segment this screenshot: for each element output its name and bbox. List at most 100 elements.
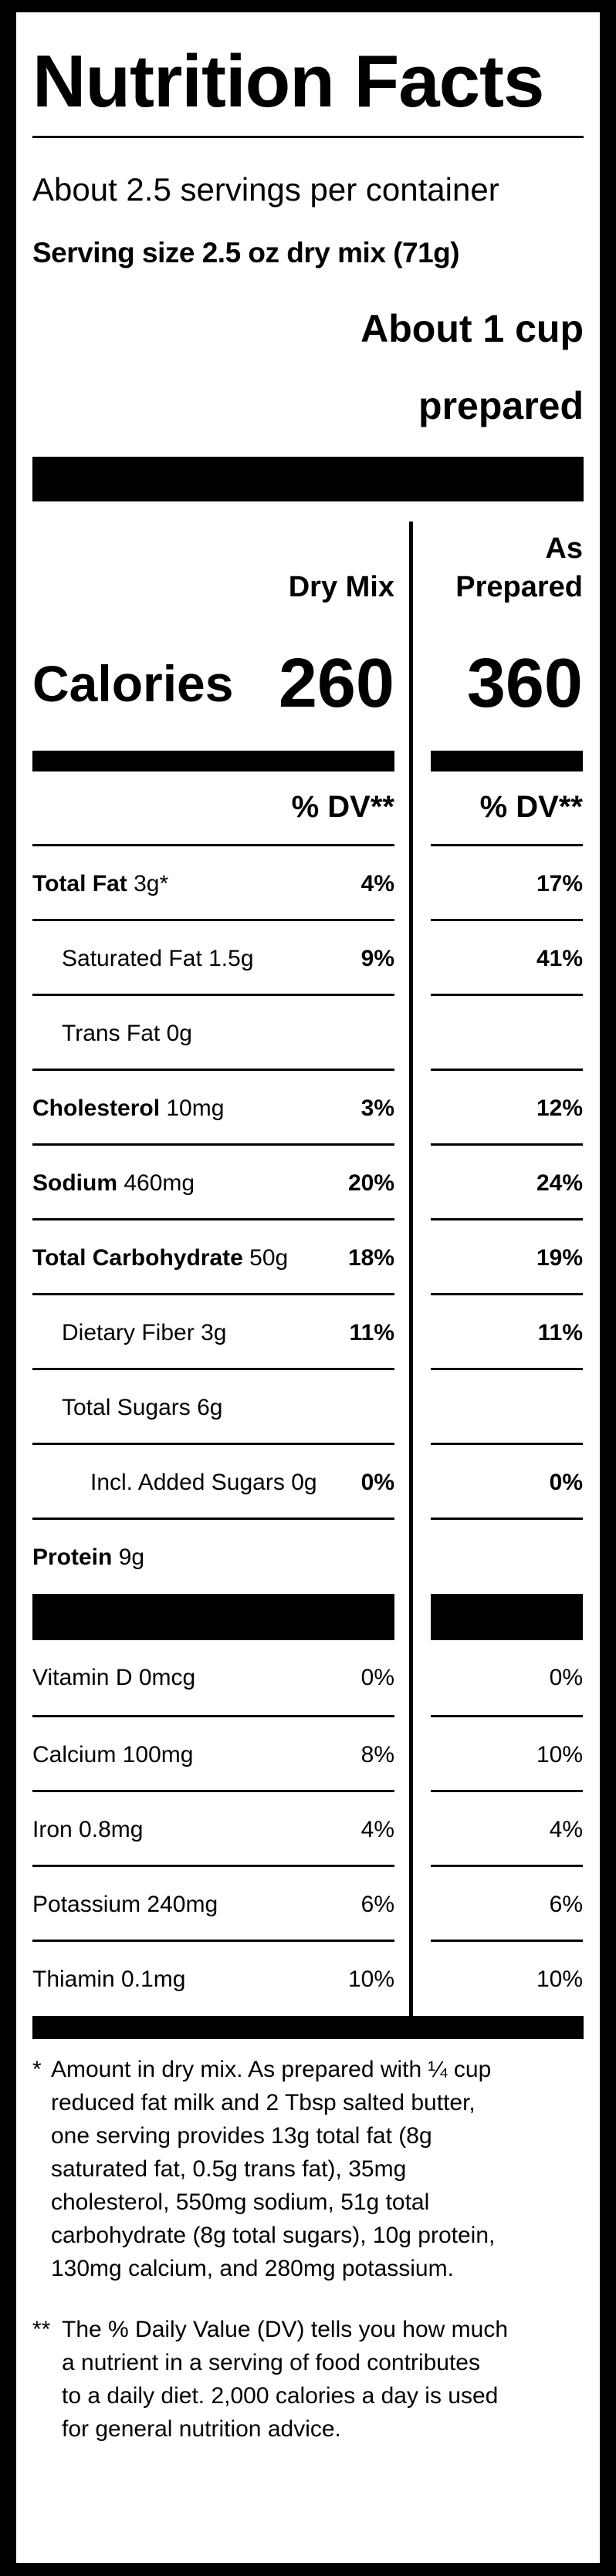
nutrient-label: Total Sugars 6g xyxy=(62,1370,222,1445)
vitamin-label: Thiamin 0.1mg xyxy=(32,1942,185,2017)
footnote-text: Amount in dry mix. As prepared with ¼ cu… xyxy=(51,2053,584,2285)
nutrient-label: Protein 9g xyxy=(32,1520,144,1595)
vitamin-row-prepared: 10% xyxy=(431,1940,583,2014)
nutrient-name: Trans Fat xyxy=(62,1021,161,1046)
prepared-line-1: About 1 cup xyxy=(360,307,584,350)
nutrient-amount: 460mg xyxy=(124,1170,195,1196)
footnote-line: saturated fat, 0.5g trans fat), 35mg xyxy=(51,2156,407,2182)
vitamin-label: Vitamin D 0mcg xyxy=(32,1640,195,1715)
dv-dry-mix: 20% xyxy=(347,1170,394,1196)
nutrient-row-protein: Protein 9g xyxy=(32,1518,394,1592)
dv-dry-mix: 6% xyxy=(360,1892,394,1917)
prepared-label: Prepared xyxy=(455,571,583,603)
nutrient-label: Trans Fat 0g xyxy=(62,996,192,1071)
vitamin-bar-right xyxy=(431,1594,583,1640)
footnote-line: one serving provides 13g total fat (8g xyxy=(51,2123,432,2149)
vitamin-row-thiamin: Thiamin 0.1mg 10% xyxy=(32,1940,394,2014)
calories-label: Calories xyxy=(32,626,233,741)
divider xyxy=(32,136,584,138)
serving-size-prepared: About 1 cup xyxy=(360,298,584,360)
nutrient-amount: 50g xyxy=(249,1245,289,1271)
dv-dry-mix: 11% xyxy=(349,1320,394,1345)
nutrient-row-prepared: 17% xyxy=(431,844,583,919)
calories-prepared-value: 360 xyxy=(466,645,583,722)
calories-text: Calories xyxy=(32,655,234,712)
dv-as-prepared: 12% xyxy=(536,1096,583,1121)
nutrient-row-prepared xyxy=(431,1518,583,1592)
dv-as-prepared: 41% xyxy=(536,946,583,971)
footnote-line: to a daily diet. 2,000 calories a day is… xyxy=(62,2383,499,2409)
footnotes: * Amount in dry mix. As prepared with ¼ c… xyxy=(32,2053,584,2473)
footnote-marker: ** xyxy=(32,2317,51,2342)
dv-dry-mix: 18% xyxy=(347,1245,394,1271)
dv-dry-mix: 3% xyxy=(360,1096,394,1121)
nutrient-row-prepared: 41% xyxy=(431,919,583,994)
dv-header-text: % DV** xyxy=(291,790,394,824)
calories-dry-mix: 260 xyxy=(271,626,394,741)
footnote-line: 130mg calcium, and 280mg potassium. xyxy=(51,2256,454,2281)
nutrient-row-cholesterol: Cholesterol 10mg 3% xyxy=(32,1069,394,1143)
vitamin-row-calcium: Calcium 100mg 8% xyxy=(32,1715,394,1790)
vitamin-amount: 0.1mg xyxy=(121,1967,186,1992)
vitamin-amount: 100mg xyxy=(122,1742,194,1767)
nutrient-label: Sodium 460mg xyxy=(32,1146,195,1220)
nutrient-row-sodium: Sodium 460mg 20% xyxy=(32,1143,394,1218)
dv-dry-mix: 0% xyxy=(360,1665,394,1690)
column-header-prepared: Prepared xyxy=(431,568,583,606)
dv-as-prepared: 0% xyxy=(549,1470,583,1495)
footnote-marker: * xyxy=(32,2057,42,2082)
thick-bar xyxy=(32,457,584,501)
nutrient-name: Total Fat xyxy=(32,871,127,896)
nutrient-row-prepared: 19% xyxy=(431,1218,583,1293)
nutrient-label: Saturated Fat 1.5g xyxy=(62,921,254,996)
vitamin-name: Iron xyxy=(32,1817,73,1842)
footnote-line: for general nutrition advice. xyxy=(62,2416,341,2442)
nutrient-row-prepared: 12% xyxy=(431,1069,583,1143)
nutrient-row-prepared: 24% xyxy=(431,1143,583,1218)
nutrient-label: Incl. Added Sugars 0g xyxy=(90,1445,317,1520)
nutrient-name: Saturated Fat xyxy=(62,946,202,971)
dv-header-prepared: % DV** xyxy=(431,785,583,829)
column-divider xyxy=(409,522,413,2030)
vitamin-name: Thiamin xyxy=(32,1967,115,1992)
nutrient-name: Total Sugars xyxy=(62,1395,191,1420)
dv-dry-mix: 4% xyxy=(360,871,394,896)
vitamin-name: Vitamin D xyxy=(32,1665,133,1690)
vitamin-row-potassium: Potassium 240mg 6% xyxy=(32,1865,394,1940)
footnote-line: The % Daily Value (DV) tells you how muc… xyxy=(62,2317,508,2342)
dv-dry-mix: 9% xyxy=(360,946,394,971)
dv-as-prepared: 0% xyxy=(549,1665,583,1690)
nutrient-name: Protein xyxy=(32,1545,113,1570)
nutrient-row-dietary-fiber: Dietary Fiber 3g 11% xyxy=(32,1293,394,1368)
dv-as-prepared: 10% xyxy=(536,1742,583,1767)
dv-dry-mix: 4% xyxy=(360,1817,394,1842)
dv-header-dry: % DV** xyxy=(32,785,394,829)
dv-dry-mix: 0% xyxy=(360,1470,394,1495)
vitamin-name: Calcium xyxy=(32,1742,117,1767)
serving-size: Serving size 2.5 oz dry mix (71g) xyxy=(32,222,460,284)
dv-as-prepared: 17% xyxy=(536,871,583,896)
dv-as-prepared: 4% xyxy=(549,1817,583,1842)
vitamin-label: Potassium 240mg xyxy=(32,1867,218,1942)
vitamin-bar-left xyxy=(32,1594,394,1640)
title-text: Nutrition Facts xyxy=(32,40,544,123)
nutrient-row-prepared: 11% xyxy=(431,1293,583,1368)
nutrient-label: Cholesterol 10mg xyxy=(32,1071,224,1146)
dv-as-prepared: 24% xyxy=(536,1170,583,1196)
nutrient-name: Incl. Added Sugars xyxy=(90,1470,285,1495)
calories-bar-right xyxy=(431,751,583,771)
dry-mix-label: Dry Mix xyxy=(288,571,394,603)
dv-header-text: % DV** xyxy=(479,790,583,824)
nutrient-row-saturated-fat: Saturated Fat 1.5g 9% xyxy=(32,919,394,994)
nutrient-label: Total Fat 3g* xyxy=(32,846,168,921)
vitamin-amount: 0mcg xyxy=(138,1665,196,1690)
vitamin-amount: 0.8mg xyxy=(79,1817,144,1842)
footnote-line: cholesterol, 550mg sodium, 51g total xyxy=(51,2189,430,2215)
vitamin-name: Potassium xyxy=(32,1892,141,1917)
serving-size-text: Serving size 2.5 oz dry mix (71g) xyxy=(32,237,460,268)
footnote-line: carbohydrate (8g total sugars), 10g prot… xyxy=(51,2223,496,2248)
label-title: Nutrition Facts xyxy=(32,28,544,136)
calories-bar-left xyxy=(32,751,394,771)
vitamin-label: Calcium 100mg xyxy=(32,1717,193,1792)
dv-as-prepared: 6% xyxy=(549,1892,583,1917)
